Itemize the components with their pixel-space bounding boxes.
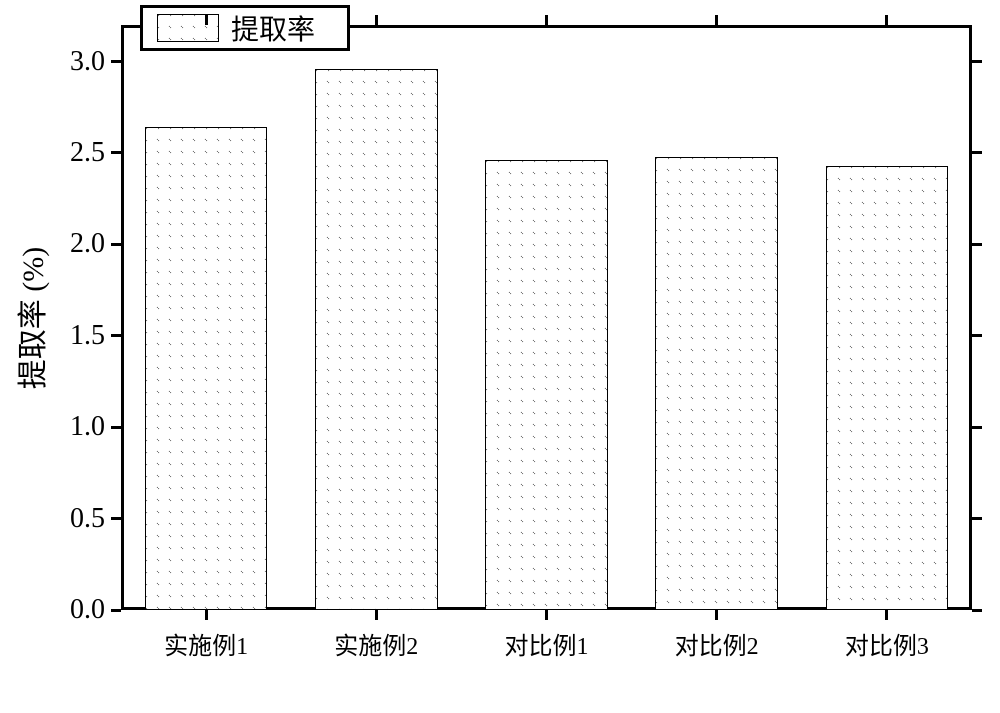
ytick: [111, 609, 121, 612]
legend-swatch: [157, 14, 219, 42]
xtick: [545, 610, 548, 620]
xtick: [205, 610, 208, 620]
bar: [145, 127, 268, 610]
ytick: [972, 609, 982, 612]
xtick-label: 实施例2: [334, 626, 418, 661]
xtick: [885, 15, 888, 25]
ytick-label: 0.5: [70, 503, 105, 535]
legend-label: 提取率: [231, 8, 315, 48]
xtick-label: 对比例2: [675, 626, 759, 661]
ytick: [111, 334, 121, 337]
xtick-label: 对比例3: [845, 626, 929, 661]
bar: [655, 157, 778, 610]
ytick: [972, 60, 982, 63]
ytick: [972, 426, 982, 429]
ytick: [972, 517, 982, 520]
xtick-label: 实施例1: [164, 626, 248, 661]
ytick-label: 1.5: [70, 320, 105, 352]
xtick: [885, 610, 888, 620]
ytick: [111, 151, 121, 154]
xtick: [715, 15, 718, 25]
ytick-label: 2.5: [70, 137, 105, 169]
ytick-label: 3.0: [70, 46, 105, 78]
ytick: [972, 243, 982, 246]
bar-chart: 提取率 (%) 提取率 0.0 0.5 1.0 1.5 2.0 2.5 3.0 实施例1 实施例…: [0, 0, 1000, 713]
ytick-label: 1.0: [70, 411, 105, 443]
ytick: [111, 426, 121, 429]
xtick: [375, 610, 378, 620]
y-axis-label: 提取率 (%): [8, 246, 52, 388]
bar: [485, 160, 608, 610]
ytick: [972, 334, 982, 337]
xtick-label: 对比例1: [505, 626, 589, 661]
xtick: [545, 15, 548, 25]
xtick: [375, 15, 378, 25]
legend: 提取率: [140, 5, 350, 51]
ytick-label: 2.0: [70, 228, 105, 260]
ytick-label: 0.0: [70, 594, 105, 626]
ytick: [111, 243, 121, 246]
bar: [315, 69, 438, 610]
ytick: [111, 60, 121, 63]
xtick: [205, 15, 208, 25]
bar: [826, 166, 949, 610]
xtick: [715, 610, 718, 620]
ytick: [972, 151, 982, 154]
ytick: [111, 517, 121, 520]
